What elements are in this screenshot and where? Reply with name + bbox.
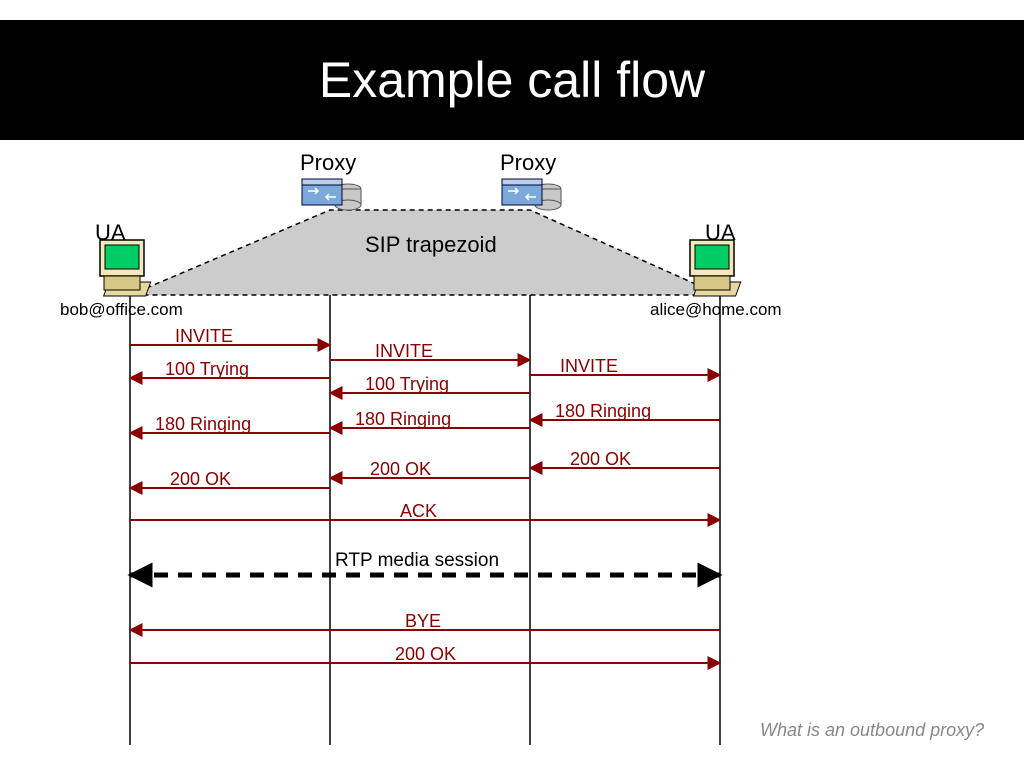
footer-question: What is an outbound proxy? [760,720,984,741]
message-label: 200 OK [370,459,431,480]
message-label: 180 Ringing [355,409,451,430]
diagram-svg [0,0,1024,768]
message-label: 180 Ringing [555,401,651,422]
call-flow-diagram [0,140,1024,768]
rtp-label: RTP media session [335,550,499,572]
message-label: INVITE [375,341,433,362]
message-label: 200 OK [170,469,231,490]
ua-right-label: UA [705,220,736,246]
message-label: 200 OK [570,449,631,470]
message-label: 100 Trying [365,374,449,395]
ua-left-address: bob@office.com [60,300,183,320]
message-label: 200 OK [395,644,456,665]
message-label: 100 Trying [165,359,249,380]
message-label: INVITE [560,356,618,377]
message-label: BYE [405,611,441,632]
proxy-left-label: Proxy [300,150,356,176]
proxy-right-label: Proxy [500,150,556,176]
message-label: 180 Ringing [155,414,251,435]
ua-right-address: alice@home.com [650,300,782,320]
ua-left-label: UA [95,220,126,246]
message-label: INVITE [175,326,233,347]
trapezoid-label: SIP trapezoid [365,232,497,258]
message-label: ACK [400,501,437,522]
